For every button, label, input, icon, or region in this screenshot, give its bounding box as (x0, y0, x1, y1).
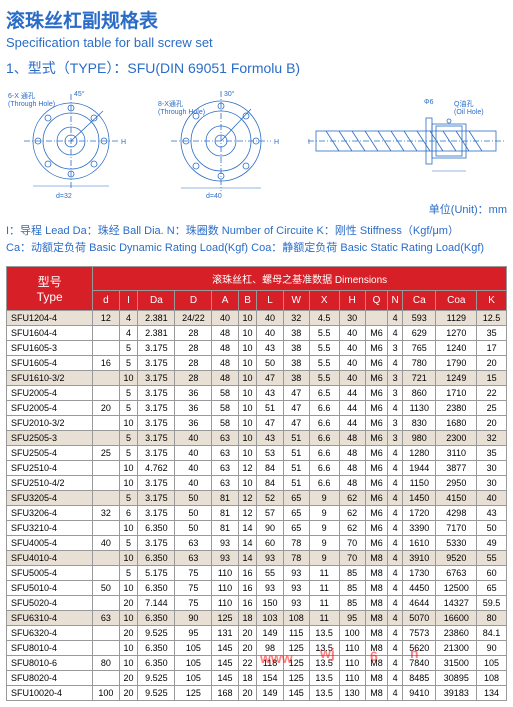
table-row: SFU2005-42053.17536581051476.644M6411302… (7, 401, 507, 416)
oil-label2: (Oil Hole) (454, 109, 484, 116)
table-row: SFU8020-4209.5251051451815412513.5110M84… (7, 671, 507, 686)
d1-d32: d=32 (56, 193, 72, 200)
table-row: SFU2510-4/2103.17540631084516.648M641150… (7, 476, 507, 491)
col-Coa: Coa (436, 291, 477, 311)
col-d: d (93, 291, 119, 311)
unit-label: 单位(Unit)：mm (6, 201, 507, 217)
oil-label: Q油孔 (454, 99, 473, 108)
col-Q: Q (365, 291, 388, 311)
col-dims: 滚珠丝杠、螺母之基准数据 Dimensions (93, 267, 507, 291)
col-Ca: Ca (403, 291, 436, 311)
table-row: SFU5020-4207.1447511016150931185M8446441… (7, 596, 507, 611)
table-row: SFU3205-453.1755081125265962M64145041504… (7, 491, 507, 506)
title-en: Specification table for ball screw set (6, 35, 507, 50)
watermark-2: wj (320, 645, 335, 661)
spec-table: 型号Type 滚珠丝杠、螺母之基准数据 Dimensions dIDaDABLW… (6, 266, 507, 701)
legend: I：导程 Lead Da：珠经 Ball Dia. N：珠圈数 Number o… (6, 223, 507, 256)
col-X: X (309, 291, 339, 311)
d1-H: H (121, 139, 126, 146)
d2-hole: 8-X通孔 (158, 99, 183, 108)
legend-line-1: I：导程 Lead Da：珠经 Ball Dia. N：珠圈数 Number o… (6, 223, 507, 240)
table-row: SFU1604-442.38128481040385.540M646291270… (7, 326, 507, 341)
title-cn: 滚珠丝杠副规格表 (6, 6, 507, 33)
table-row: SFU8010-680106.3501051452211812513.5110M… (7, 656, 507, 671)
table-row: SFU4005-44053.1756393146078970M641610533… (7, 536, 507, 551)
col-K: K (477, 291, 507, 311)
col-L: L (257, 291, 283, 311)
table-row: SFU2010-3/2103.17536581047476.644M638301… (7, 416, 507, 431)
col-B: B (238, 291, 257, 311)
legend-line-2: Ca：动额定负荷 Basic Dynamic Rating Load(Kgf) … (6, 240, 507, 257)
d2-H: H (274, 139, 279, 146)
table-row: SFU2510-4104.76240631284516.648M64194438… (7, 461, 507, 476)
col-W: W (283, 291, 309, 311)
table-row: SFU5010-450106.350751101693931185M844450… (7, 581, 507, 596)
watermark-3: 6 (370, 648, 378, 664)
table-row: SFU6320-4209.525951312014911513.5100M847… (7, 626, 507, 641)
table-row: SFU4010-4106.3506393149378970M8439109520… (7, 551, 507, 566)
table-row: SFU2505-353.17540631043516.648M639802300… (7, 431, 507, 446)
d1-th: (Through Hole) (8, 101, 55, 108)
flange-diagram-2: 30° 8-X通孔 (Through Hole) H d=40 (156, 86, 296, 201)
col-type: 型号Type (7, 267, 93, 311)
screw-diagram: Q油孔 (Oil Hole) Φ6 I (306, 86, 506, 201)
watermark-4: n (410, 645, 419, 661)
table-row: SFU2505-42553.17540631053516.648M6412803… (7, 446, 507, 461)
I-label: I (308, 139, 310, 146)
d2-th: (Through Hole) (158, 109, 205, 116)
table-row: SFU5005-455.175751101655931185M841730676… (7, 566, 507, 581)
table-row: SFU2005-453.17536581043476.544M638601710… (7, 386, 507, 401)
d2-angle: 30° (224, 90, 235, 98)
table-row: SFU8010-4106.350105145209812513.5110M845… (7, 641, 507, 656)
table-row: SFU3206-43263.1755081125765962M641720429… (7, 506, 507, 521)
d2-d40: d=40 (206, 193, 222, 200)
table-row: SFU1610-3/2103.17528481047385.540M637211… (7, 371, 507, 386)
col-N: N (388, 291, 403, 311)
watermark-1: www (260, 650, 293, 666)
col-D: D (175, 291, 212, 311)
col-Da: Da (138, 291, 175, 311)
table-row: SFU3210-4106.3505081149065962M6433907170… (7, 521, 507, 536)
d1-hole: 6-X 通孔 (8, 91, 35, 100)
table-row: SFU1605-41653.17528481050385.540M6478017… (7, 356, 507, 371)
col-A: A (212, 291, 238, 311)
table-row: SFU1204-41242.38124/22401040324.53045931… (7, 311, 507, 326)
type-line: 1、型式（TYPE）：SFU(DIN 69051 Formolu B) (6, 58, 507, 78)
table-row: SFU6310-463106.35090125181031081195M8450… (7, 611, 507, 626)
col-I: I (119, 291, 138, 311)
flange-diagram-1: 45° 6-X 通孔 (Through Hole) H d=32 (6, 86, 146, 201)
diagram-row: 45° 6-X 通孔 (Through Hole) H d=32 30° 8-X… (6, 86, 507, 201)
table-row: SFU10020-4100209.5251251682014914513.513… (7, 686, 507, 701)
col-H: H (339, 291, 365, 311)
d1-angle: 45° (74, 90, 85, 98)
phi6: Φ6 (424, 99, 434, 106)
table-row: SFU1605-353.17528481043385.540M637651240… (7, 341, 507, 356)
